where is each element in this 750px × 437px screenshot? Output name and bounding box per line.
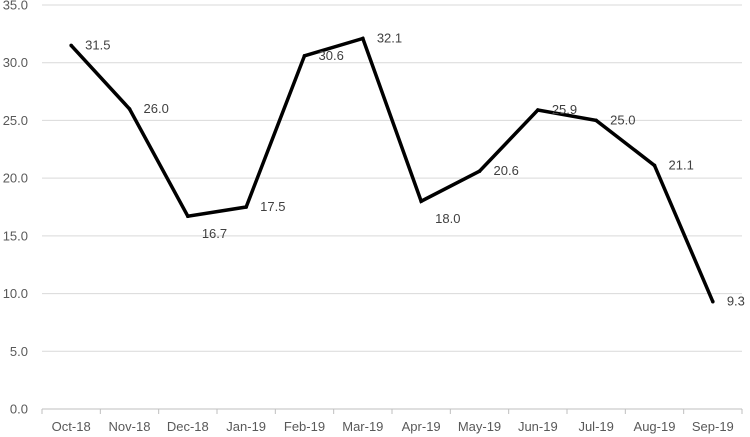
data-point [244, 205, 248, 209]
data-point [127, 107, 132, 111]
x-tick-label: Mar-19 [342, 419, 383, 434]
x-tick-label: Jan-19 [226, 419, 266, 434]
data-point [477, 169, 482, 174]
data-label: 26.0 [144, 101, 169, 116]
data-point [536, 108, 540, 112]
data-point [69, 43, 73, 48]
data-point [711, 299, 715, 304]
y-tick-label: 35.0 [3, 0, 28, 13]
data-label: 20.6 [494, 163, 519, 178]
data-point [302, 53, 307, 58]
x-tick-label: Feb-19 [284, 419, 325, 434]
data-label: 25.0 [610, 112, 635, 127]
axes [41, 408, 743, 414]
series-line [69, 36, 715, 303]
y-axis-tick-labels: 0.0 5.0 10.0 15.0 20.0 25.0 30.0 35.0 [3, 0, 28, 417]
data-point [652, 163, 657, 168]
y-tick-label: 25.0 [3, 113, 28, 128]
x-tick-label: Oct-18 [52, 419, 91, 434]
x-tick-label: Jul-19 [578, 419, 613, 434]
x-tick-label: Aug-19 [634, 419, 676, 434]
x-tick-label: Sep-19 [692, 419, 734, 434]
x-tick-label: Jun-19 [518, 419, 558, 434]
y-tick-label: 0.0 [10, 402, 28, 417]
gridlines [42, 4, 742, 352]
data-point [594, 118, 598, 123]
data-label: 16.7 [202, 226, 227, 241]
data-label: 25.9 [552, 102, 577, 117]
data-label: 30.6 [319, 48, 344, 63]
data-point [186, 214, 190, 219]
x-tick-label: Apr-19 [402, 419, 441, 434]
data-label: 21.1 [669, 157, 694, 172]
data-point [361, 36, 365, 41]
data-labels: 31.5 26.0 16.7 17.5 30.6 32.1 18.0 20.6 25.9 25.0… [85, 30, 745, 308]
y-tick-label: 5.0 [10, 344, 28, 359]
x-tick-label: Nov-18 [109, 419, 151, 434]
data-label: 17.5 [260, 199, 285, 214]
x-axis-tick-labels: Oct-18 Nov-18 Dec-18 Jan-19 Feb-19 Mar-19 Apr-… [52, 419, 734, 434]
y-tick-label: 10.0 [3, 286, 28, 301]
y-tick-label: 20.0 [3, 171, 28, 186]
y-tick-label: 15.0 [3, 228, 28, 243]
data-label: 9.3 [727, 294, 745, 309]
x-tick-label: Dec-18 [167, 419, 209, 434]
y-tick-label: 30.0 [3, 55, 28, 70]
series [69, 36, 715, 304]
x-tick-label: May-19 [458, 419, 501, 434]
data-label: 18.0 [435, 211, 460, 226]
data-label: 31.5 [85, 37, 110, 52]
data-point [419, 199, 423, 204]
data-label: 32.1 [377, 30, 402, 45]
